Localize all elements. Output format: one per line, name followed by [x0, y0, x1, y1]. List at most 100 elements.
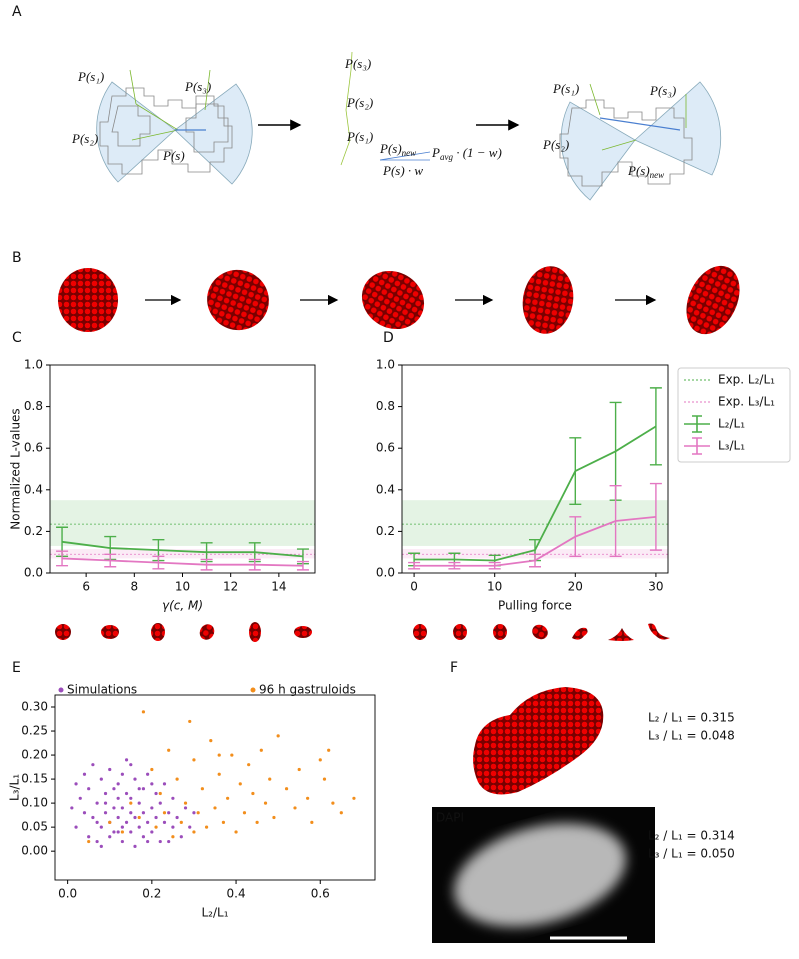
scatter-point — [120, 806, 124, 810]
legend-swatch — [58, 687, 64, 693]
scatter-point — [91, 763, 95, 767]
scatter-point — [108, 820, 112, 824]
scatter-point — [137, 825, 141, 829]
legend-label: L₃/L₁ — [718, 439, 745, 453]
vector — [204, 69, 211, 111]
scatter-point — [158, 791, 162, 796]
cone — [634, 81, 722, 176]
scatter-point — [129, 830, 133, 834]
scatter-point — [141, 835, 146, 839]
scatter-point — [150, 830, 154, 834]
y-tick-label: 0.0 — [376, 566, 395, 580]
scatter-point — [87, 787, 91, 791]
scatter-point — [209, 739, 213, 743]
thumbnail — [413, 624, 427, 640]
shape-thumbnails — [55, 622, 670, 642]
series-line — [61, 540, 304, 558]
scatter-point — [188, 719, 192, 724]
scatter-point — [150, 806, 154, 810]
scatter-point — [141, 787, 146, 791]
scatter-point — [99, 825, 103, 829]
scatter-point — [179, 835, 183, 839]
math-label: P(s) · w — [382, 163, 423, 178]
vector — [129, 69, 137, 105]
math-label: P(s₃) — [184, 79, 211, 94]
y-tick-label: 0.25 — [21, 724, 48, 738]
math-label: P(s₂) — [346, 95, 373, 110]
vector — [601, 139, 637, 151]
x-axis-label: Pulling force — [498, 599, 572, 613]
scatter-point — [87, 839, 91, 844]
math-label: Pavg · (1 − w) — [431, 145, 502, 162]
scatter-point — [167, 748, 171, 752]
scatter-point — [129, 796, 133, 800]
scatter-point — [200, 787, 204, 791]
legend-box — [677, 367, 791, 463]
reference-band — [50, 549, 315, 559]
scatter-point — [120, 839, 124, 844]
scatter-point — [167, 839, 171, 844]
scatter-point — [175, 815, 179, 820]
scatter-point — [238, 782, 242, 786]
plot-frame — [401, 364, 669, 574]
math-label: P(s₁) — [346, 129, 373, 144]
scatter-point — [82, 811, 87, 815]
scatter-point — [158, 801, 162, 805]
scatter-point — [247, 763, 251, 767]
thumbnail — [608, 628, 634, 641]
vector — [135, 103, 179, 131]
y-tick-label: 0.2 — [24, 524, 43, 538]
panel-f-images — [432, 687, 655, 943]
y-tick-label: 0.6 — [376, 441, 395, 455]
x-tick-label: 20 — [568, 580, 583, 594]
scatter-point — [95, 801, 99, 805]
scatter-point — [95, 839, 99, 844]
shape-metric: L₂ / L₁ = 0.315 — [648, 711, 735, 725]
scatter-point — [158, 839, 162, 844]
shape-metric: L₂ / L₁ = 0.314 — [648, 829, 735, 843]
legend-label: L₂/L₁ — [718, 417, 745, 431]
x-tick-label: 0 — [410, 580, 418, 594]
outline — [111, 103, 229, 153]
scatter-point — [297, 767, 301, 772]
cone — [560, 101, 636, 201]
label-text: P(s) — [379, 141, 402, 156]
shape-metric: L₃ / L₁ = 0.050 — [648, 847, 735, 861]
y-tick-label: 0.20 — [21, 748, 48, 762]
scatter-point — [129, 763, 133, 767]
math-label: P(s)new — [627, 163, 664, 180]
scatter-point — [154, 791, 158, 796]
scatter-point — [112, 830, 116, 834]
scatter-point — [242, 811, 247, 815]
label-text: P — [431, 145, 440, 160]
y-tick-label: 0.10 — [21, 796, 48, 810]
y-tick-label: 0.30 — [21, 700, 48, 714]
scatter-point — [217, 753, 221, 757]
math-label: P(s₂) — [71, 131, 98, 146]
scatter-point — [108, 767, 112, 772]
scatter-point — [171, 825, 175, 829]
math-label: P(s₃) — [344, 56, 371, 71]
label-text: P(s) — [162, 148, 185, 163]
legend-swatch — [250, 687, 256, 693]
scatter-point — [133, 777, 137, 781]
scatter-point — [310, 820, 314, 824]
y-tick-label: 0.05 — [21, 820, 48, 834]
scatter-point — [146, 820, 150, 824]
label-text: P(s₂) — [346, 95, 373, 110]
outline — [559, 99, 693, 187]
scatter-point — [268, 777, 272, 781]
scatter-point — [137, 815, 141, 820]
thumbnail — [648, 623, 670, 640]
scatter-point — [167, 811, 171, 815]
scatter-point — [137, 787, 141, 791]
panel-label: A — [12, 4, 22, 20]
y-tick-label: 0.0 — [24, 566, 43, 580]
vector — [599, 117, 681, 131]
vector-chain — [340, 51, 353, 166]
scatter-point — [171, 835, 175, 839]
label-tail: · (1 − w) — [453, 145, 502, 160]
scatter-point — [112, 787, 116, 791]
scatter-point — [133, 815, 137, 820]
x-axis-label: L₂/L₁ — [201, 906, 228, 920]
